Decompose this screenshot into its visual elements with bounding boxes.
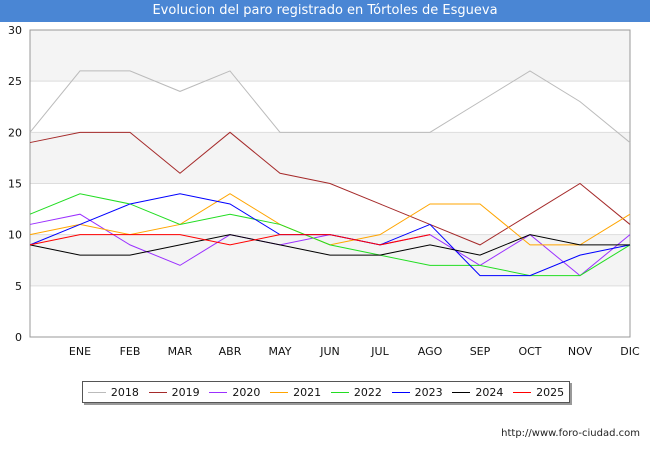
legend-item-2023: 2023 [391, 385, 443, 399]
legend-swatch [452, 391, 471, 393]
y-tick-label: 30 [8, 24, 22, 37]
x-tick-label: SEP [470, 345, 491, 358]
series-line-2025 [29, 234, 431, 246]
x-tick-label: DIC [620, 345, 640, 358]
series-line-2024 [29, 234, 630, 256]
plot-border [29, 29, 631, 338]
legend-item-2025: 2025 [513, 386, 564, 399]
x-tick-label: ENE [69, 345, 91, 358]
x-tick-label: JUN [319, 345, 340, 358]
x-tick-label: MAR [168, 345, 193, 358]
y-tick-label: 10 [8, 229, 22, 242]
grid-band [30, 234, 630, 286]
legend-swatch [148, 391, 167, 393]
x-tick-label: AGO [418, 345, 443, 358]
legend-label: 2019 [171, 385, 200, 399]
legend-label: 2025 [536, 385, 565, 399]
legend-swatch [87, 391, 106, 393]
y-tick-label: 15 [8, 178, 22, 191]
x-tick-label: ABR [219, 345, 242, 358]
y-tick-label: 20 [8, 126, 22, 139]
series-line-2018 [29, 70, 631, 143]
legend-item-2018: 2018 [87, 385, 139, 399]
legend-swatch [270, 391, 289, 393]
grid-band [30, 132, 630, 184]
series-line-2019 [29, 131, 631, 246]
y-tick-label: 25 [8, 75, 22, 88]
legend-item-2024: 2024 [452, 386, 503, 399]
chart-title: Evolucion del paro registrado en Tórtole… [0, 0, 650, 22]
legend-label: 2024 [475, 385, 504, 399]
x-tick-label: NOV [568, 345, 593, 358]
y-tick-label: 5 [15, 280, 22, 293]
x-tick-label: MAY [269, 345, 292, 358]
source-credit: http://www.foro-ciudad.com [501, 428, 640, 439]
legend-label: 2018 [110, 385, 139, 399]
legend-item-2019: 2019 [148, 385, 200, 399]
y-tick-label: 0 [15, 331, 22, 344]
x-tick-label: FEB [120, 345, 141, 358]
legend-swatch [513, 391, 532, 393]
chart-legend: 2018 2019 2020 2021 2022 2023 2024 2025 [82, 381, 570, 403]
legend-swatch [209, 391, 228, 393]
x-tick-label: JUL [370, 345, 389, 358]
x-tick-label: OCT [518, 345, 541, 358]
legend-item-2022: 2022 [330, 385, 382, 399]
line-chart: 0 5 10 15 20 25 30 ENE FEB MAR ABR MAY JUN JUL AGO SEP O… [8, 24, 640, 358]
legend-label: 2022 [353, 385, 382, 399]
legend-label: 2021 [293, 385, 322, 399]
legend-swatch [391, 391, 410, 393]
legend-item-2021: 2021 [270, 386, 321, 399]
legend-label: 2023 [414, 385, 443, 399]
grid-band [30, 30, 630, 82]
legend-label: 2020 [232, 385, 261, 399]
legend-swatch [330, 391, 349, 393]
legend-item-2020: 2020 [209, 386, 260, 399]
